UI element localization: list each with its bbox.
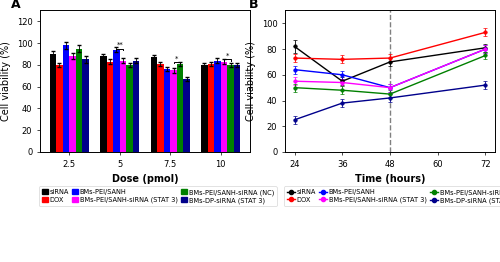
Legend: siRNA, DOX, BMs-PEI/SANH, BMs-PEI/SANH-siRNA (STAT 3), BMs-PEI/SANH-siRNA (NC), : siRNA, DOX, BMs-PEI/SANH, BMs-PEI/SANH-s… (284, 187, 500, 206)
Bar (120, 61, 126, 152)
Bar (214, 61, 221, 152)
Bar (150, 57, 157, 152)
Bar (201, 65, 207, 152)
Bar (234, 65, 240, 152)
Text: A: A (10, 0, 20, 11)
X-axis label: Time (hours): Time (hours) (355, 174, 425, 184)
Bar (170, 70, 177, 152)
Text: **: ** (116, 42, 123, 48)
Bar (228, 65, 234, 152)
Bar (208, 64, 214, 152)
Bar (106, 62, 113, 152)
Bar (50, 54, 56, 152)
Y-axis label: Cell viability (%): Cell viability (%) (246, 41, 256, 121)
X-axis label: Dose (pmol): Dose (pmol) (112, 174, 178, 184)
Bar (133, 61, 140, 152)
Bar (100, 56, 106, 152)
Bar (221, 62, 228, 152)
Bar (56, 65, 62, 152)
Bar (177, 64, 184, 152)
Bar (69, 56, 76, 152)
Text: *: * (226, 53, 229, 59)
Bar (126, 65, 133, 152)
Text: *: * (175, 55, 178, 61)
Legend: siRNA, DOX, BMs-PEI/SANH, BMs-PEI/SANH-siRNA (STAT 3), BMs-PEI/SANH-siRNA (NC), : siRNA, DOX, BMs-PEI/SANH, BMs-PEI/SANH-s… (39, 187, 276, 206)
Bar (62, 45, 69, 152)
Y-axis label: Cell viability (%): Cell viability (%) (1, 41, 11, 121)
Bar (157, 64, 164, 152)
Text: B: B (250, 0, 259, 11)
Bar (164, 69, 170, 152)
Bar (76, 48, 82, 152)
Bar (113, 50, 119, 152)
Bar (82, 59, 89, 152)
Bar (184, 79, 190, 152)
